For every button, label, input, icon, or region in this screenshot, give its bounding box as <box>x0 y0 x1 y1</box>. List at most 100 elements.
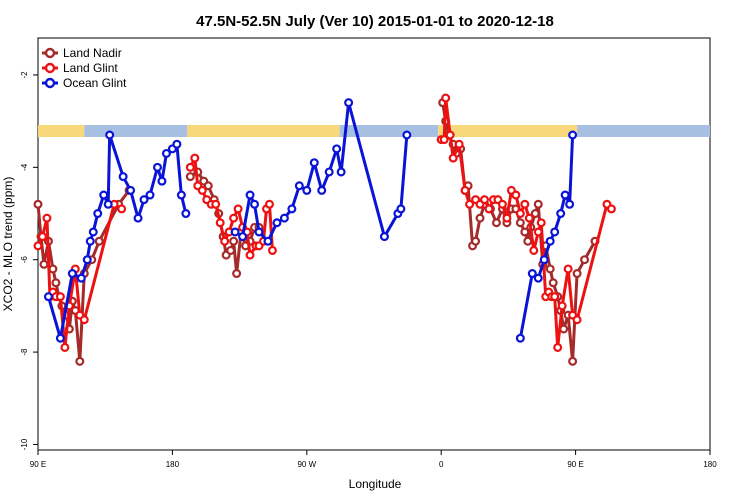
x-tick-label: 90 W <box>297 460 316 469</box>
data-point <box>279 213 289 223</box>
data-point <box>229 213 239 223</box>
data-point <box>254 227 264 237</box>
data-point <box>39 259 49 269</box>
data-point <box>475 213 485 223</box>
data-point <box>324 167 334 177</box>
x-tick-label: 90 E <box>30 460 46 469</box>
data-point <box>250 199 260 209</box>
data-point <box>126 185 136 195</box>
x-tick-label: 0 <box>439 460 444 469</box>
legend-marker <box>44 62 56 74</box>
data-point <box>88 227 98 237</box>
data-point <box>539 255 549 265</box>
data-point <box>229 236 239 246</box>
series-ocean-glint <box>43 98 578 343</box>
mask-segment-land <box>438 125 578 137</box>
data-point <box>33 241 43 251</box>
mask-segment-ocean <box>84 125 188 137</box>
data-point <box>523 236 533 246</box>
data-point <box>103 199 113 209</box>
data-point <box>454 139 464 149</box>
data-point <box>245 190 255 200</box>
data-point <box>344 98 354 108</box>
data-point <box>527 269 537 279</box>
data-point <box>460 185 470 195</box>
y-tick-label: -6 <box>20 256 29 264</box>
data-point <box>197 185 207 195</box>
data-point <box>502 213 512 223</box>
series-line <box>234 101 409 243</box>
data-point <box>48 264 58 274</box>
data-point <box>441 93 451 103</box>
data-point <box>545 236 555 246</box>
data-point <box>302 185 312 195</box>
data-point <box>520 227 530 237</box>
legend-item: Land Glint <box>42 61 118 75</box>
data-point <box>396 204 406 214</box>
data-point <box>263 236 273 246</box>
legend-label: Land Glint <box>63 61 118 75</box>
data-point <box>515 209 525 219</box>
data-point <box>215 218 225 228</box>
data-point <box>185 172 195 182</box>
data-point <box>75 356 85 366</box>
data-point <box>185 162 195 172</box>
data-point <box>37 232 47 242</box>
data-point <box>67 269 77 279</box>
data-point <box>82 255 92 265</box>
data-point <box>211 199 221 209</box>
data-point <box>533 199 543 209</box>
data-point <box>563 264 573 274</box>
x-tick-label: 180 <box>703 460 717 469</box>
data-point <box>232 269 242 279</box>
data-point <box>550 292 560 302</box>
data-point <box>402 130 412 140</box>
data-point <box>572 269 582 279</box>
data-point <box>332 144 342 154</box>
data-point <box>99 190 109 200</box>
data-point <box>42 213 52 223</box>
data-point <box>524 213 534 223</box>
data-point <box>533 273 543 283</box>
land-ocean-mask-bar <box>38 125 710 137</box>
data-point <box>448 153 458 163</box>
data-point <box>152 162 162 172</box>
series-layer <box>33 93 616 366</box>
x-tick-label: 180 <box>166 460 180 469</box>
data-point <box>606 204 616 214</box>
data-point <box>511 190 521 200</box>
data-point <box>272 218 282 228</box>
data-point <box>264 199 274 209</box>
series-land-nadir <box>33 98 600 366</box>
y-tick-label: -10 <box>20 438 29 450</box>
data-point <box>238 232 248 242</box>
data-point <box>287 204 297 214</box>
data-point <box>484 204 494 214</box>
mask-segment-land <box>38 125 85 137</box>
data-point <box>568 356 578 366</box>
data-point <box>439 135 449 145</box>
data-point <box>55 292 65 302</box>
data-point <box>157 176 167 186</box>
data-point <box>520 199 530 209</box>
data-point <box>294 181 304 191</box>
data-point <box>471 236 481 246</box>
legend-marker <box>44 77 56 89</box>
data-point <box>85 236 95 246</box>
chart-title: 47.5N-52.5N July (Ver 10) 2015-01-01 to … <box>196 13 554 30</box>
legend-item: Ocean Glint <box>42 76 127 90</box>
data-point <box>568 130 578 140</box>
data-point <box>565 199 575 209</box>
data-point <box>548 278 558 288</box>
data-point <box>465 199 475 209</box>
y-axis: -10 -8 -6 -4 -2 <box>20 71 38 450</box>
y-tick-label: -8 <box>20 348 29 356</box>
data-point <box>497 199 507 209</box>
data-point <box>245 250 255 260</box>
data-point <box>445 130 455 140</box>
data-point <box>139 195 149 205</box>
data-point <box>133 213 143 223</box>
data-point <box>93 209 103 219</box>
data-point <box>43 292 53 302</box>
